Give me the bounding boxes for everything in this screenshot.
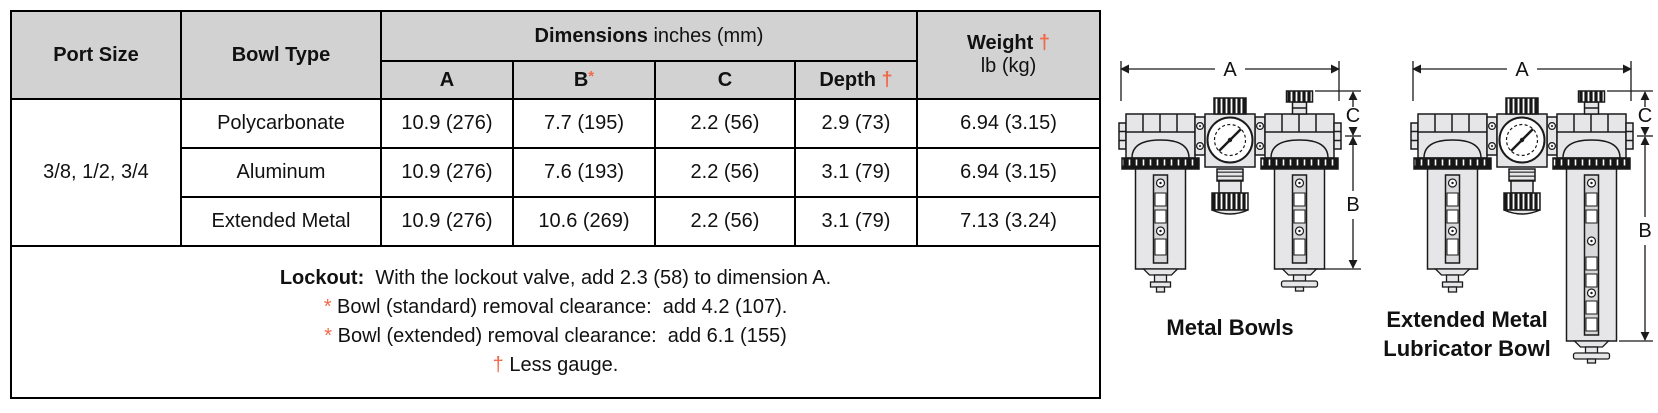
dim-b-label: B (1346, 194, 1359, 216)
dimensions-units-label: inches (mm) (647, 24, 764, 47)
table-row: 3/8, 1/2, 3/4 Polycarbonate 10.9 (276) 7… (10, 98, 1101, 247)
dim-a-cell: 10.9 (276) (380, 196, 514, 247)
weight-units-label: lb (kg) (980, 55, 1037, 77)
weight-cell: 6.94 (3.15) (916, 147, 1101, 198)
filter-drain (1434, 268, 1471, 293)
filter-drain (1142, 268, 1179, 293)
diagrams-panel: A C B Metal Bowls (1103, 51, 1658, 369)
filter-bowl (1136, 169, 1186, 269)
dim-depth-cell: 3.1 (79) (794, 147, 918, 198)
bowl-type-cell: Aluminum (180, 147, 382, 198)
dim-c-label: C (1346, 105, 1360, 127)
dimension-a-arrow: A (1120, 59, 1340, 101)
dimension-c-arrow: C (1607, 90, 1653, 137)
bowl-extended-note: * Bowl (extended) removal clearance: add… (16, 322, 1095, 351)
bowl-type-cell: Polycarbonate (180, 98, 382, 149)
dim-b-cell: 10.6 (269) (512, 196, 656, 247)
depth-dagger-mark: † (881, 68, 893, 91)
less-gauge-note: † Less gauge. (16, 351, 1095, 380)
dim-a-cell: 10.9 (276) (380, 98, 514, 149)
port-size-value: 3/8, 1/2, 3/4 (10, 98, 182, 247)
lubricator-bowl (1275, 169, 1325, 269)
weight-dagger-mark: † (1038, 32, 1050, 54)
dim-c-cell: 2.2 (56) (654, 98, 796, 149)
metal-bowls-caption: Metal Bowls (1166, 315, 1293, 340)
weight-cell: 6.94 (3.15) (916, 98, 1101, 149)
dim-a-label: A (1515, 59, 1529, 81)
bowl-standard-note: * Bowl (standard) removal clearance: add… (16, 293, 1095, 322)
extended-lubricator-bowl (1567, 169, 1617, 341)
bowl-type-cell: Extended Metal (180, 196, 382, 247)
asterisk-mark: * (323, 296, 332, 318)
col-header-port-size: Port Size (10, 10, 182, 100)
weight-label: Weight (967, 32, 1039, 54)
dimensions-label: Dimensions (534, 24, 648, 47)
col-header-depth: Depth † (794, 60, 918, 100)
dim-a-cell: 10.9 (276) (380, 147, 514, 198)
filter-bowl (1428, 169, 1478, 269)
dim-depth-cell: 2.9 (73) (794, 98, 918, 149)
extended-caption: Extended Metal Lubricator Bowl (1383, 307, 1550, 361)
depth-label: Depth (819, 68, 882, 91)
footnotes: Lockout: With the lockout valve, add 2.3… (10, 245, 1101, 399)
dim-b-cell: 7.7 (195) (512, 98, 656, 149)
bowl-standard-text: Bowl (standard) removal clearance: add 4… (331, 296, 788, 318)
bowl-extended-text: Bowl (extended) removal clearance: add 6… (332, 325, 787, 347)
lockout-text: With the lockout valve, add 2.3 (58) to … (364, 267, 832, 289)
metal-bowls-diagram: A C B Metal Bowls (1103, 59, 1361, 340)
col-header-b: B* (512, 60, 656, 100)
weight-cell: 7.13 (3.24) (916, 196, 1101, 247)
b-label: B (573, 68, 589, 91)
b-asterisk-mark: * (588, 67, 595, 85)
datasheet-page: Port Size Bowl Type Dimensions inches (m… (10, 10, 1658, 399)
col-header-c: C (654, 60, 796, 100)
lubricator-drain (1280, 268, 1319, 292)
col-header-dimensions: Dimensions inches (mm) (380, 10, 918, 62)
lubricator-drain (1572, 340, 1611, 364)
dimension-a-arrow: A (1412, 59, 1632, 101)
extended-caption-line2: Lubricator Bowl (1383, 336, 1550, 361)
extended-metal-lubricator-bowl-diagram: A C B Extended Metal Lubricator Bowl (1383, 59, 1653, 364)
dim-a-label: A (1223, 59, 1237, 81)
table-row: Extended Metal 10.9 (276) 10.6 (269) 2.2… (11, 196, 1101, 247)
dim-c-cell: 2.2 (56) (654, 196, 796, 247)
dimension-b-arrow: B (1307, 136, 1361, 270)
col-header-a: A (380, 60, 514, 100)
lockout-note: Lockout: With the lockout valve, add 2.3… (16, 264, 1095, 293)
dagger-mark: † (492, 354, 504, 376)
dim-b-cell: 7.6 (193) (512, 147, 656, 198)
dimensions-table: Port Size Bowl Type Dimensions inches (m… (10, 10, 1101, 399)
col-header-weight: Weight † lb (kg) (916, 10, 1101, 100)
asterisk-mark: * (324, 325, 333, 347)
dimension-c-arrow: C (1315, 90, 1361, 137)
table-row: Aluminum 10.9 (276) 7.6 (193) 2.2 (56) 3… (11, 147, 1101, 198)
lockout-label: Lockout: (279, 267, 365, 289)
extended-caption-line1: Extended Metal (1386, 307, 1547, 332)
frl-assembly-metal-bowls (1119, 91, 1341, 293)
dimension-b-arrow: B (1619, 136, 1653, 342)
dim-c-cell: 2.2 (56) (654, 147, 796, 198)
dim-b-label: B (1638, 220, 1651, 242)
col-header-bowl-type: Bowl Type (180, 10, 382, 100)
less-gauge-text: Less gauge. (503, 354, 619, 376)
dim-c-label: C (1638, 105, 1652, 127)
dim-depth-cell: 3.1 (79) (794, 196, 918, 247)
